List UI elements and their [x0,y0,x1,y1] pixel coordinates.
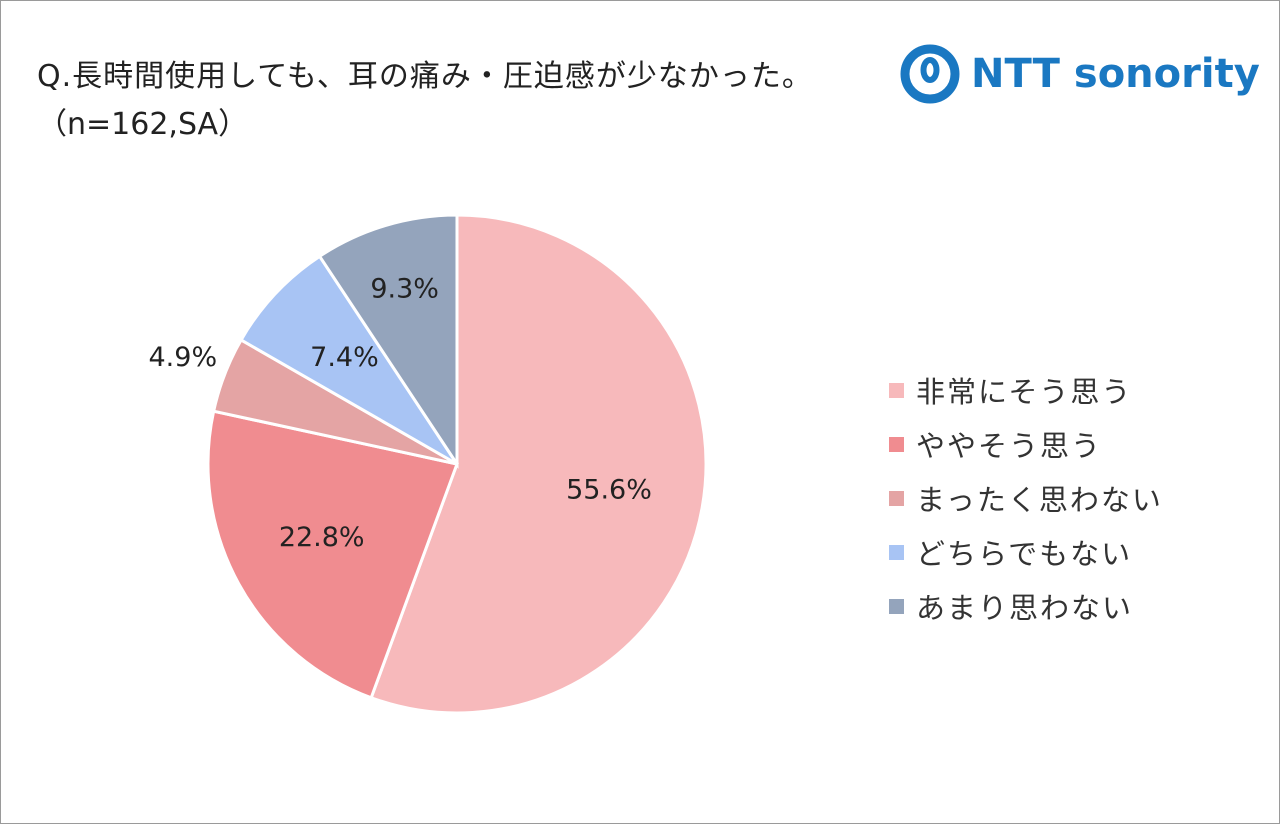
legend-label: どちらでもない [916,537,1133,571]
legend-swatch [889,544,904,560]
legend-item-2: ややそう思う [889,417,1163,471]
legend-swatch [889,598,904,614]
pie-slice-4 [239,254,459,466]
legend-swatch [889,436,904,452]
pie-slice-label-2: 22.8% [279,522,365,553]
pie-slice-label-5: 9.3% [370,273,439,304]
legend-item-5: あまり思わない [889,579,1163,633]
chart-title: Q.長時間使用しても、耳の痛み・圧迫感が少なかった。 [37,59,813,94]
nttsonority-logo-icon [900,44,960,104]
legend-swatch [889,382,904,398]
brand-logo: NTT sonority [899,43,1260,105]
logo-text: NTT sonority [971,51,1260,97]
legend-label: あまり思わない [916,591,1134,625]
legend-swatch [889,490,904,506]
pie-slice-label-1: 55.6% [566,475,652,506]
pie-slice-2 [206,409,460,700]
pie-slice-1 [369,213,708,715]
legend-item-1: 非常にそう思う [889,363,1163,417]
legend-label: ややそう思う [916,429,1103,463]
legend-item-3: まったく思わない [889,471,1163,525]
pie-slice-label-4: 7.4% [310,342,379,373]
legend-label: 非常にそう思う [916,375,1133,409]
legend-item-4: どちらでもない [889,525,1163,579]
pie-slice-5 [317,213,459,469]
chart-subtitle: （n=162,SA） [37,107,249,142]
pie-slice-label-3: 4.9% [149,342,218,373]
chart-legend: 非常にそう思う ややそう思うまったく思わない どちらでもない あまり思わない [889,363,1163,633]
legend-label: まったく思わない [916,483,1163,517]
